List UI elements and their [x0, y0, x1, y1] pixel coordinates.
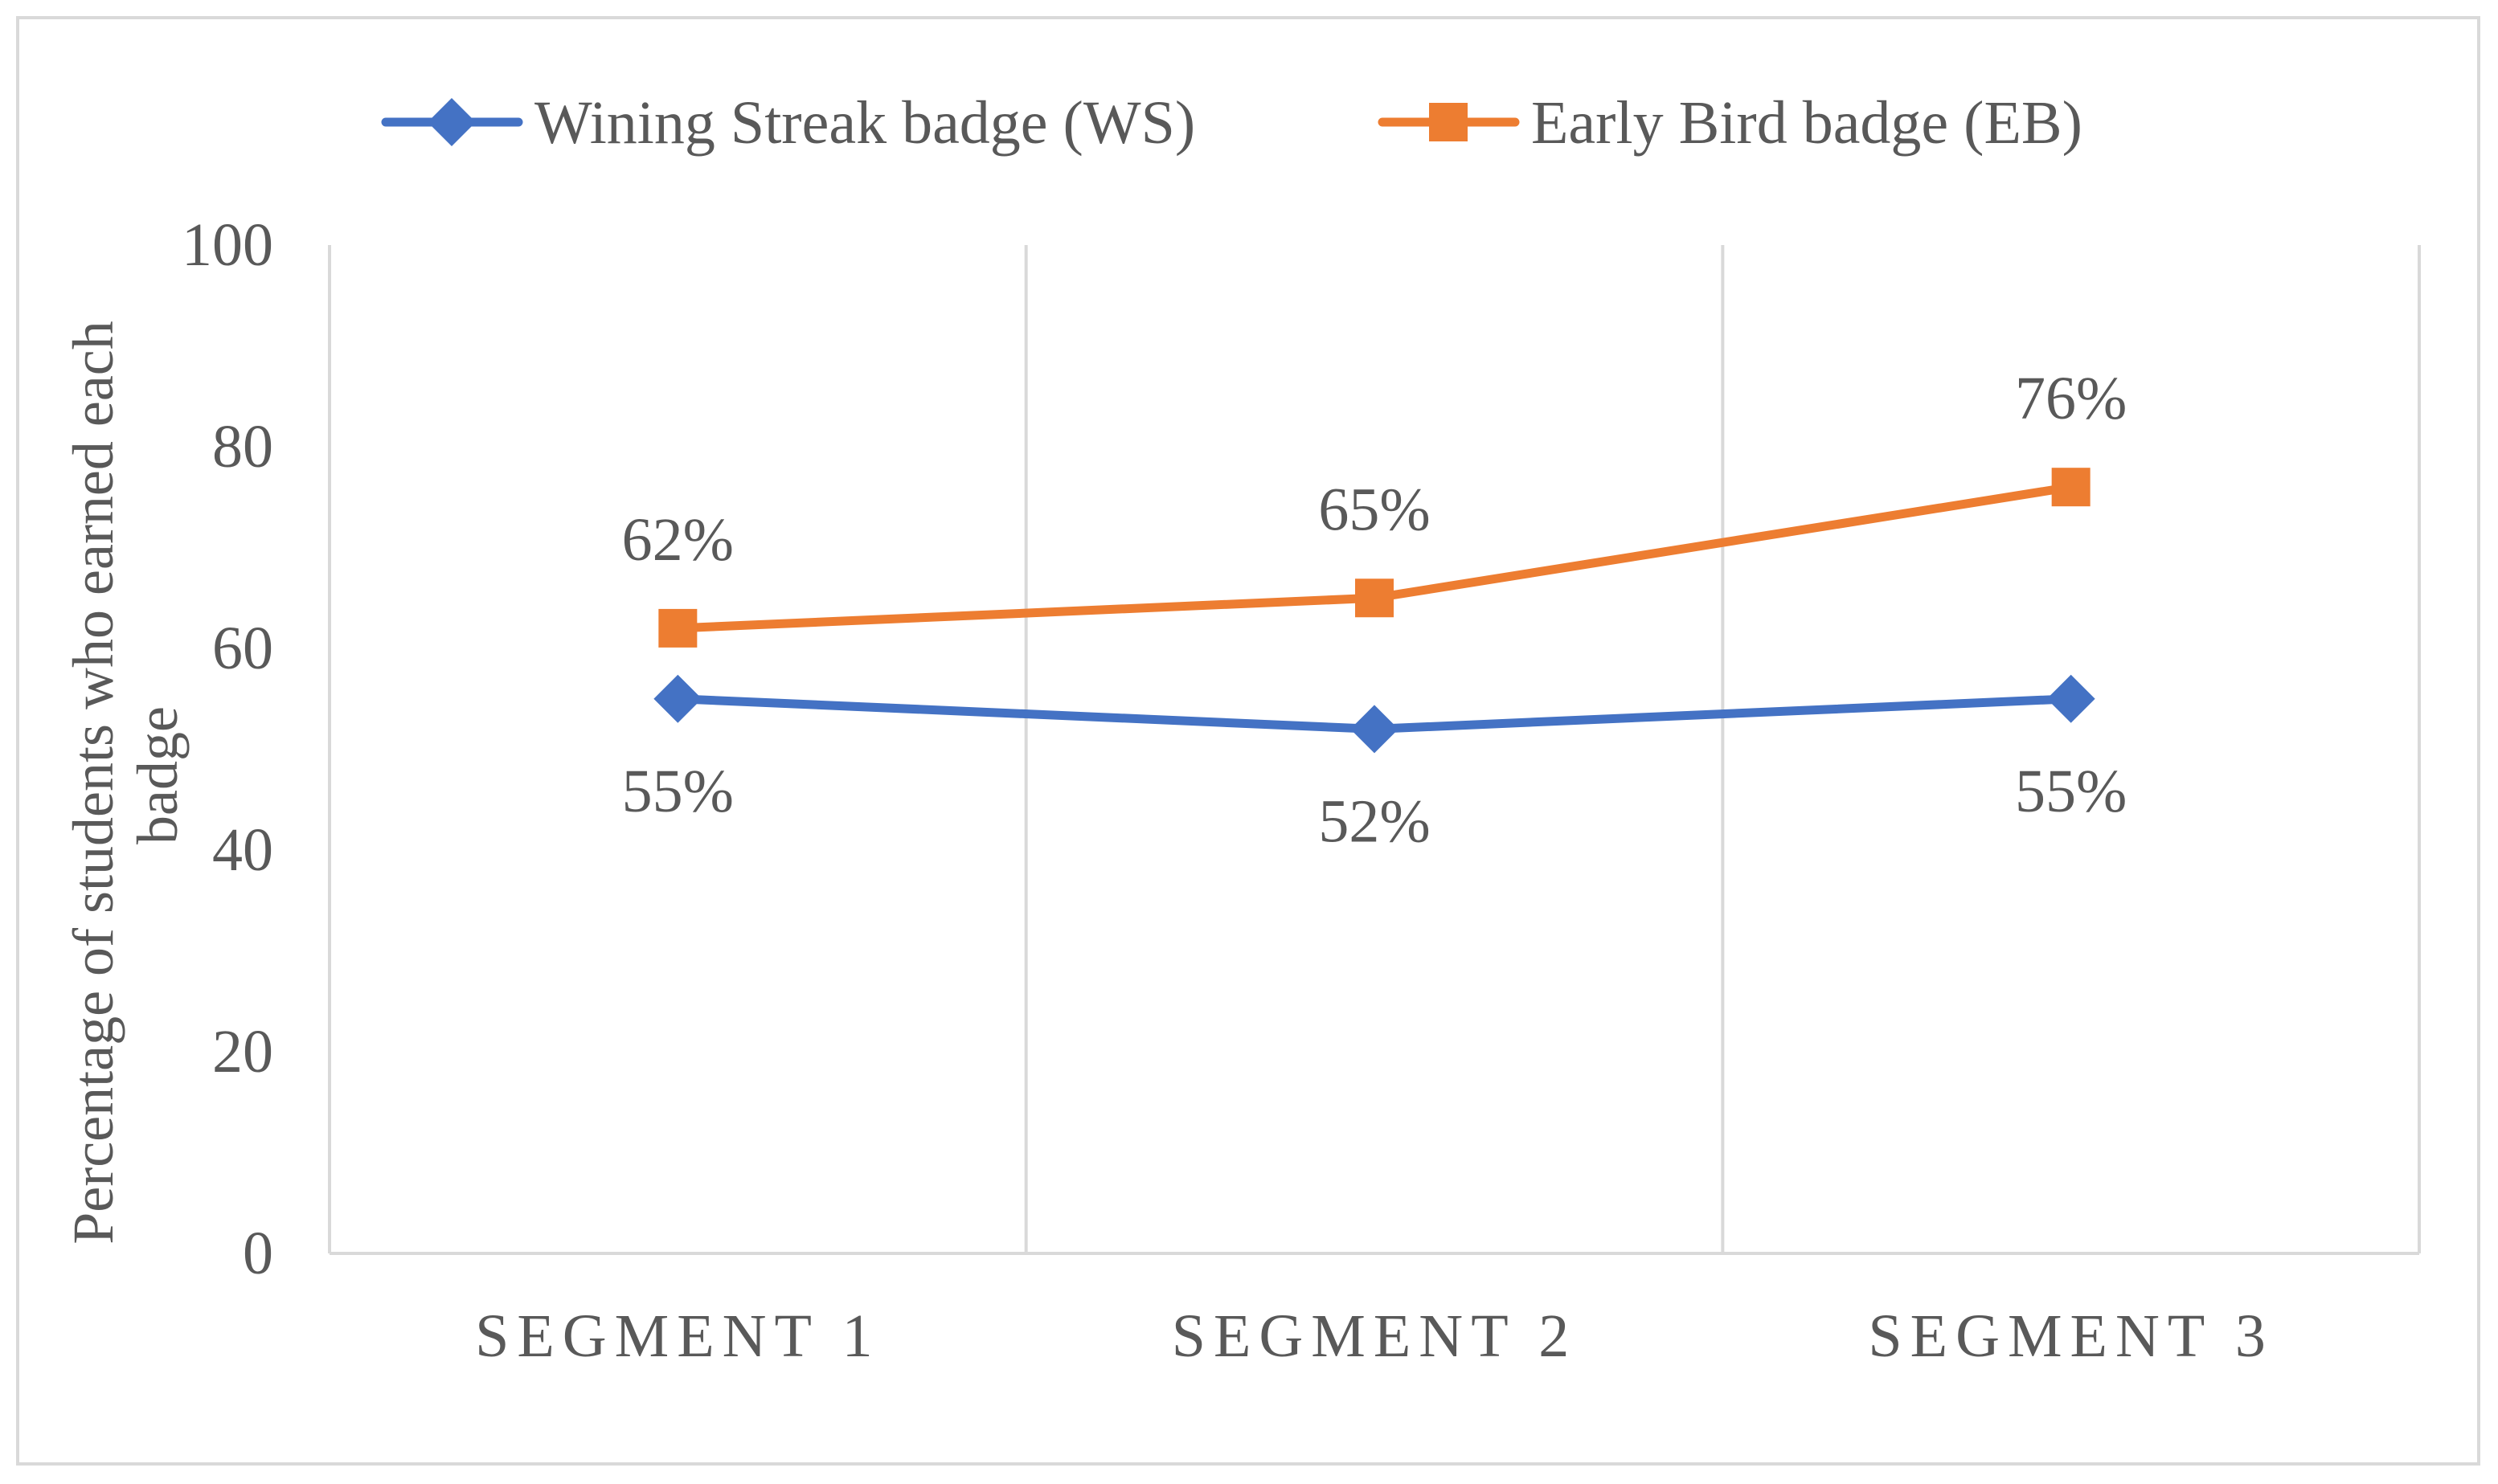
x-tick-label: SEGMENT 2: [1172, 1302, 1578, 1370]
marker-square: [1429, 103, 1468, 141]
gridlines: [328, 245, 2421, 1253]
marker-square: [658, 608, 698, 648]
data-label: 55%: [622, 758, 734, 825]
x-tick-label: SEGMENT 1: [475, 1302, 881, 1370]
legend-label: Early Bird badge (EB): [1531, 89, 2082, 157]
series-lines: [653, 468, 2095, 754]
marker-diamond: [653, 674, 702, 723]
data-label: 76%: [2015, 365, 2127, 432]
marker-square: [1355, 578, 1394, 618]
marker-diamond: [1350, 705, 1398, 754]
y-tick-label: 80: [212, 413, 273, 480]
y-tick-label: 100: [182, 211, 273, 279]
y-axis-label: Percentage of students who earned each b…: [61, 306, 190, 1245]
data-label: 65%: [1318, 476, 1430, 543]
marker-diamond: [2046, 674, 2095, 723]
legend: Wining Streak badge (WS) Early Bird badge…: [381, 89, 2082, 157]
legend-label: Wining Streak badge (WS): [534, 89, 1195, 157]
chart-frame: [16, 16, 2480, 1466]
marker-square: [2051, 468, 2091, 507]
y-tick-label: 60: [212, 615, 273, 682]
y-axis-label-line-1: Percentage of students who earned each: [61, 321, 125, 1245]
y-tick-label: 20: [212, 1018, 273, 1085]
axes: 0 20 40 60 80 100 SEGMENT 1 SEGMENT 2 SEGMENT 3: [182, 211, 2419, 1370]
y-tick-label: 40: [212, 816, 273, 884]
marker-diamond: [428, 98, 476, 146]
y-tick-label: 0: [243, 1220, 273, 1287]
y-axis-label-line-2: badge: [125, 706, 190, 844]
x-tick-label: SEGMENT 3: [1868, 1302, 2274, 1370]
data-label: 52%: [1318, 787, 1430, 855]
data-label: 55%: [2015, 758, 2127, 825]
data-label: 62%: [622, 506, 734, 574]
data-labels: 55% 52% 55% 62% 65% 76%: [622, 365, 2127, 855]
